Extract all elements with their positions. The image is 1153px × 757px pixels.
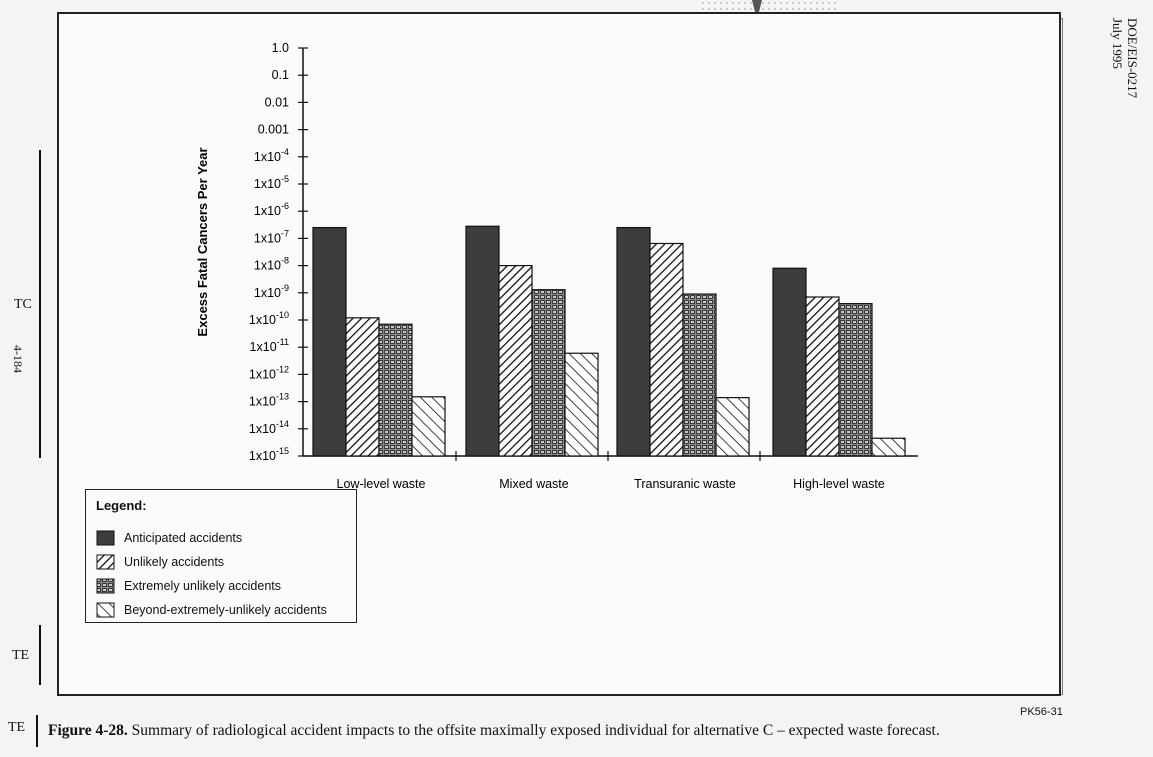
legend-item: Anticipated accidents xyxy=(96,530,242,546)
y-axis-title: Excess Fatal Cancers Per Year xyxy=(195,147,210,336)
bar-solid xyxy=(465,225,500,457)
doc-id-number: DOE/EIS-0217 xyxy=(1125,18,1140,99)
y-tick-label: 0.1 xyxy=(272,68,289,82)
y-tick-label: 1.0 xyxy=(272,41,289,55)
doc-date: July 1995 xyxy=(1110,18,1125,69)
bar-solid xyxy=(616,226,651,457)
y-tick-label: 1x10-4 xyxy=(254,147,289,164)
bar-hatch-dense xyxy=(498,265,533,457)
y-tick-label: 1x10-12 xyxy=(249,364,289,381)
y-tick-label: 1x10-15 xyxy=(249,446,289,463)
y-tick-label: 1x10-8 xyxy=(254,256,289,273)
legend-label: Extremely unlikely accidents xyxy=(124,579,282,593)
y-tick-label: 0.01 xyxy=(265,95,289,109)
legend-swatch xyxy=(96,578,115,594)
y-tick-label: 1x10-9 xyxy=(254,283,289,300)
caption-margin-bar xyxy=(36,715,38,747)
bar-hatch-dense xyxy=(805,296,840,457)
legend-item: Unlikely accidents xyxy=(96,554,224,570)
caption-text: Summary of radiological accident impacts… xyxy=(131,722,940,739)
legend-label: Beyond-extremely-unlikely accidents xyxy=(124,603,327,617)
tc-margin-label: TC xyxy=(14,297,32,312)
bar-brick xyxy=(531,289,566,457)
legend-item: Extremely unlikely accidents xyxy=(96,578,281,594)
chart-legend: Legend: Anticipated accidents Unlikely ac… xyxy=(85,489,357,623)
bar-brick xyxy=(378,323,413,457)
bar-brick xyxy=(682,293,717,457)
caption-label: Figure 4-28. xyxy=(48,722,128,739)
caption-margin-tag: TE xyxy=(8,720,26,735)
x-category-label: High-level waste xyxy=(793,477,885,491)
y-tick-label: 1x10-11 xyxy=(250,337,289,354)
y-tick-label: 1x10-7 xyxy=(254,228,289,245)
document-id: DOE/EIS-0217 July 1995 xyxy=(1110,18,1140,98)
te-margin-label: TE xyxy=(12,648,30,663)
bar-brick xyxy=(838,303,873,457)
y-tick-label: 1x10-5 xyxy=(254,174,289,191)
y-tick-label: 1x10-10 xyxy=(249,310,289,327)
bar-hatch-wide xyxy=(411,396,446,457)
legend-title: Legend: xyxy=(96,498,147,513)
legend-swatch xyxy=(96,530,115,546)
legend-label: Anticipated accidents xyxy=(124,531,243,545)
bar-hatch-dense xyxy=(649,242,684,457)
page-marker-icon xyxy=(752,0,762,20)
tc-margin-bar xyxy=(39,150,41,458)
page-number: 4-184 xyxy=(11,345,25,373)
legend-swatch xyxy=(96,554,115,570)
x-category-label: Transuranic waste xyxy=(634,477,736,491)
y-tick-label: 0.001 xyxy=(258,123,289,137)
legend-item: Beyond-extremely-unlikely accidents xyxy=(96,602,327,618)
bar-hatch-wide xyxy=(564,352,599,457)
bar-hatch-wide xyxy=(871,437,906,457)
x-category-label: Mixed waste xyxy=(499,477,569,491)
chart-labels: 1.0 0.1 0.01 0.001 1x10-4 1x10-5 1x10-6 1x10-7 1… xyxy=(195,41,885,491)
figure-caption: Figure 4-28. Summary of radiological acc… xyxy=(48,722,940,740)
bar-hatch-dense xyxy=(345,317,380,457)
figure-code: PK56-31 xyxy=(1020,706,1063,718)
y-tick-label: 1x10-13 xyxy=(249,392,289,409)
chart-bars xyxy=(312,225,906,457)
legend-swatch xyxy=(96,602,115,618)
x-category-label: Low-level waste xyxy=(337,477,426,491)
y-tick-label: 1x10-6 xyxy=(254,201,289,218)
bar-hatch-wide xyxy=(715,397,750,457)
bar-solid xyxy=(312,226,347,457)
te-margin-bar xyxy=(39,625,41,685)
bar-solid xyxy=(772,267,807,457)
legend-label: Unlikely accidents xyxy=(124,555,225,569)
y-tick-label: 1x10-14 xyxy=(249,419,289,436)
